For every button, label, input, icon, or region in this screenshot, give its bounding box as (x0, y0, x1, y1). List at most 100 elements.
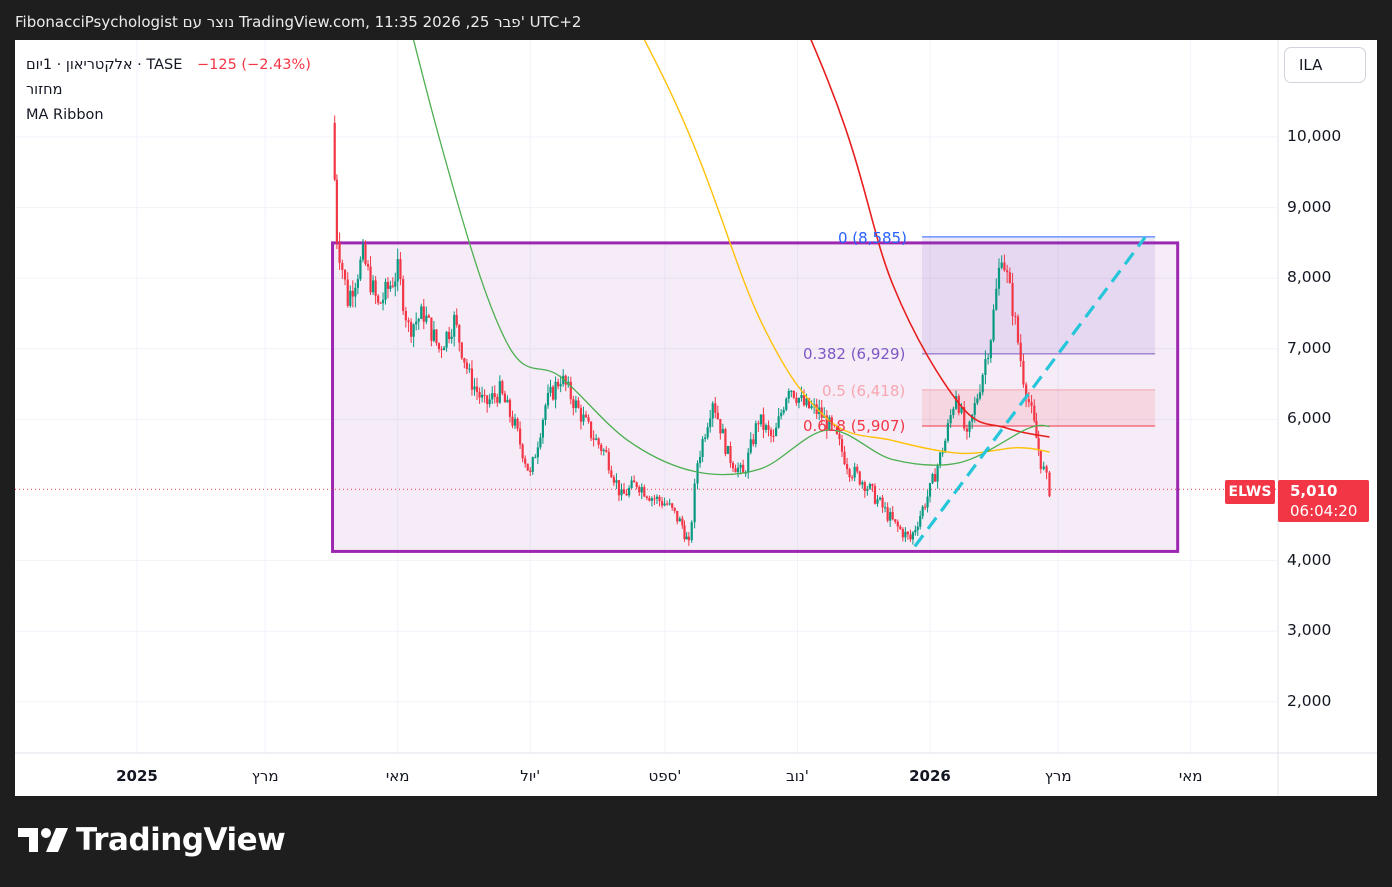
candle-body (420, 306, 423, 319)
candle-body (407, 320, 410, 323)
candle-body (1030, 402, 1033, 406)
symbol-row[interactable]: אלקטריאון · 1יום · TASE −125 (−2.43%) (26, 53, 311, 78)
candle-body (757, 423, 760, 425)
candle-body (569, 381, 572, 400)
trend-line (913, 236, 1147, 548)
tradingview-logo-icon (18, 828, 68, 852)
candle-body (364, 244, 367, 265)
candle-body (531, 457, 534, 472)
candle-body (678, 518, 681, 522)
candle-body (415, 321, 418, 325)
candle-body (379, 302, 382, 304)
candle-body (724, 429, 727, 454)
candle-body (396, 259, 399, 282)
candle-body (430, 317, 433, 341)
candle-body (384, 281, 387, 300)
candle-body (521, 444, 524, 459)
candle-body (797, 398, 801, 403)
tradingview-brand: TradingView (18, 822, 286, 858)
candle-body (1003, 262, 1006, 271)
candle-body (835, 425, 839, 434)
candle-body (997, 267, 1001, 289)
candle-body (546, 392, 550, 406)
candle-body (1027, 399, 1030, 403)
candle-body (620, 489, 623, 496)
candle-body (795, 397, 798, 403)
time-axis-label: מרץ (1044, 767, 1072, 785)
chart-frame[interactable]: אלקטריאון · 1יום · TASE −125 (−2.43%) מח… (15, 40, 1377, 796)
candle-body (787, 390, 790, 399)
indicator-row[interactable]: MA Ribbon (26, 103, 311, 128)
candle-body (1033, 405, 1036, 421)
candle-body (792, 390, 795, 398)
fib-label-5: 0.5 (6,418) (822, 382, 906, 400)
candle-body (1016, 316, 1020, 343)
candle-body (371, 280, 375, 293)
candle-body (391, 285, 394, 287)
currency-button[interactable]: ILA (1284, 47, 1366, 83)
candle-body (625, 493, 628, 496)
candle-body (904, 531, 907, 538)
candle-body (802, 394, 806, 406)
candle-body (551, 386, 555, 400)
price-axis-label: 9,000 (1287, 197, 1332, 216)
candle-body (658, 496, 661, 502)
candle-body (422, 306, 425, 322)
chart-legend: אלקטריאון · 1יום · TASE −125 (−2.43%) מח… (26, 53, 311, 128)
candle-body (480, 394, 484, 398)
candle-body (944, 440, 947, 453)
candle-body (587, 417, 590, 422)
candle-body (734, 468, 737, 473)
candle-body (589, 421, 593, 439)
candle-body (333, 122, 336, 180)
candle-body (595, 438, 598, 440)
candle-body (610, 470, 613, 478)
candle-body (828, 417, 831, 431)
candle-body (506, 399, 509, 403)
candle-body (995, 288, 998, 310)
candle-body (660, 501, 664, 506)
candle-body (782, 409, 785, 413)
candle-body (886, 507, 889, 521)
candle-body (883, 507, 887, 509)
candle-body (906, 531, 910, 535)
candle-body (1019, 342, 1022, 362)
candle-body (685, 536, 688, 540)
candle-body (349, 290, 352, 306)
candle-body (577, 400, 580, 408)
price-axis-label: 3,000 (1287, 621, 1332, 640)
candle-body (455, 314, 458, 325)
candle-body (1035, 420, 1038, 439)
candle-body (554, 381, 557, 400)
candle-body (394, 281, 397, 287)
ma-short-line (412, 40, 1050, 476)
price-axis-label: 8,000 (1287, 268, 1332, 287)
candle-body (366, 264, 370, 267)
candle-body (359, 259, 362, 280)
candle-body (381, 299, 385, 304)
candle-body (356, 279, 359, 288)
candle-body (1011, 282, 1014, 317)
candle-body (404, 311, 407, 321)
candle-body (473, 386, 476, 390)
candle-body (448, 331, 451, 339)
candle-body (891, 511, 894, 520)
candle-body (671, 503, 674, 508)
candle-body (483, 394, 486, 396)
candle-body (582, 414, 585, 422)
indicator-label: MA Ribbon (26, 107, 104, 123)
chart-svg[interactable] (15, 40, 1377, 796)
candle-body (498, 381, 501, 403)
candle-body (762, 414, 765, 430)
candle-body (807, 398, 811, 408)
candle-body (747, 452, 750, 473)
candle-body (754, 423, 757, 445)
candle-body (597, 438, 600, 445)
candle-body (493, 393, 496, 397)
ma-mid-line (643, 40, 1050, 455)
candle-body (617, 480, 621, 496)
candle-body (605, 449, 608, 452)
volume-row[interactable]: מחזור (26, 78, 311, 103)
candle-body (1014, 316, 1017, 318)
candle-body (534, 457, 537, 459)
